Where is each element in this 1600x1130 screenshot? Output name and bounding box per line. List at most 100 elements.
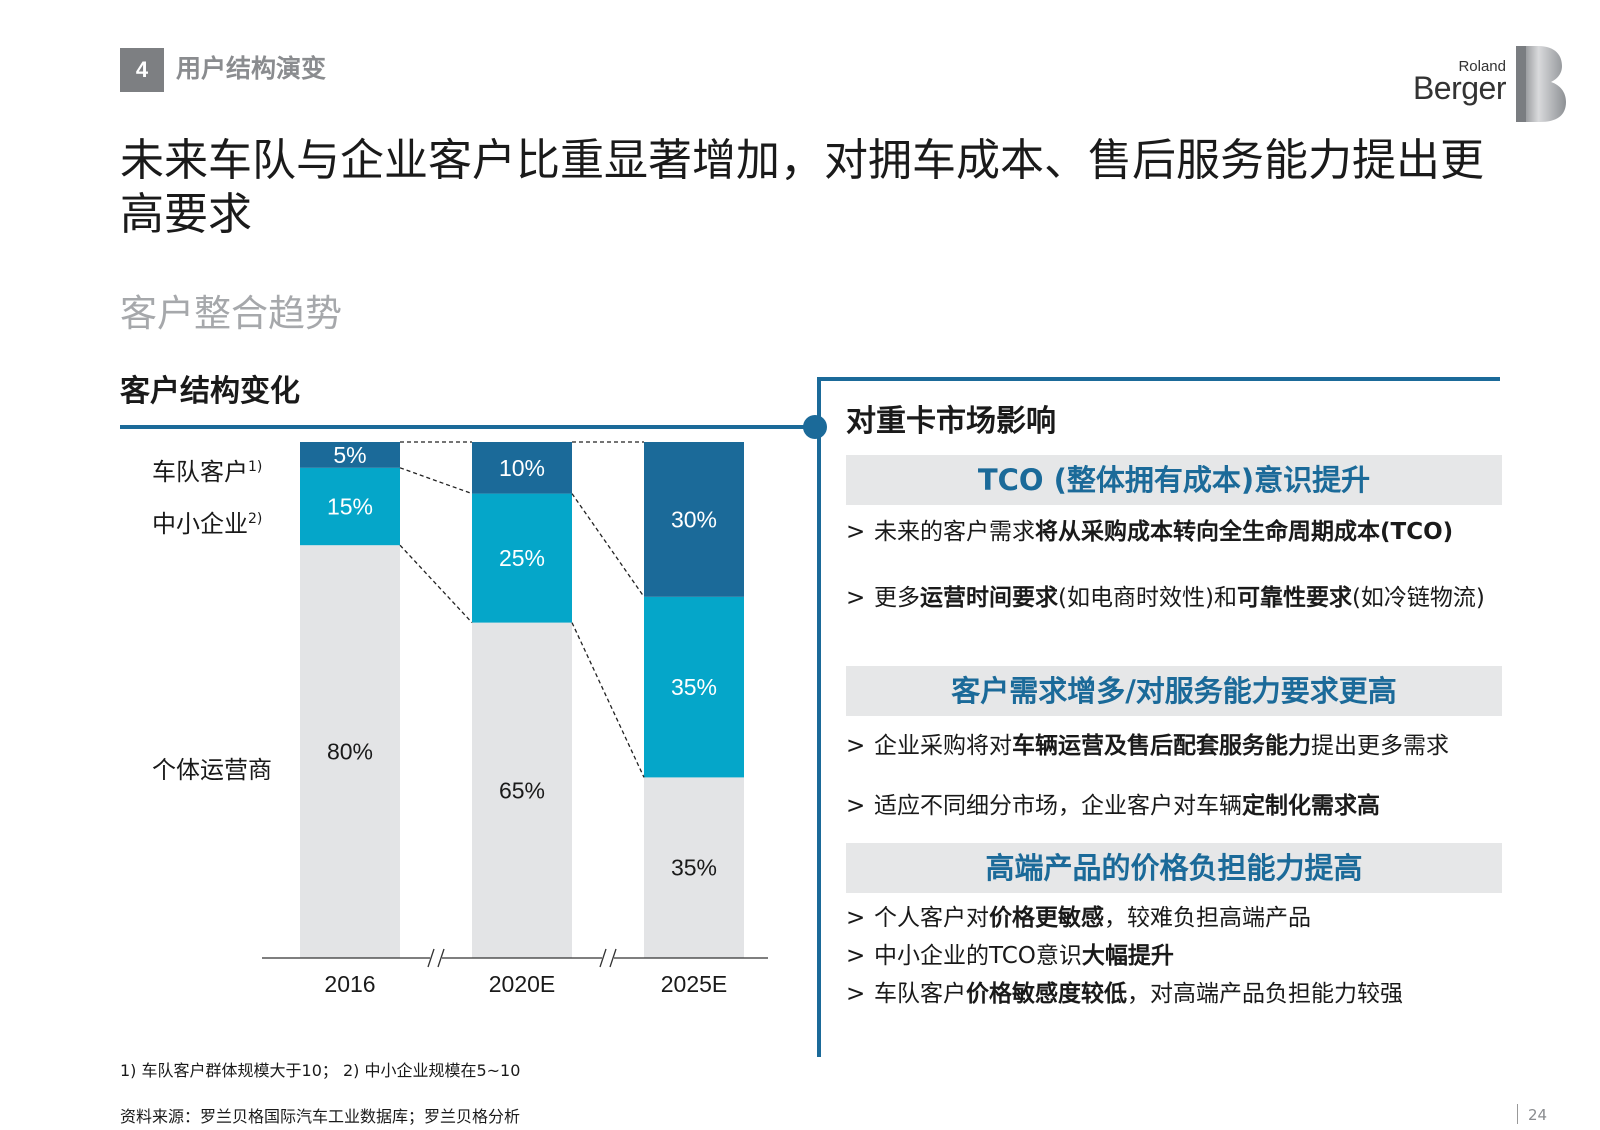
impact-heading-premium: 高端产品的价格负担能力提高 <box>846 843 1502 893</box>
bullet-text-run: (如电商时效性)和 <box>1058 585 1237 611</box>
right-panel-top-rule <box>817 377 1500 381</box>
bar-segment <box>472 493 572 623</box>
impact-heading-tco: TCO (整体拥有成本)意识提升 <box>846 455 1502 505</box>
bar-data-label: 35% <box>671 855 717 881</box>
bullet-premium-1: > 个人客户对价格更敏感，较难负担高端产品 <box>846 904 1501 932</box>
page-number: 24 <box>1528 1106 1548 1124</box>
section-number-badge: 4 <box>120 48 164 92</box>
row-label-individual: 个体运营商 <box>152 756 272 784</box>
row-label-fleet-footnote-mark: 1) <box>248 459 263 475</box>
bar-segment <box>644 596 744 778</box>
bar-data-label: 30% <box>671 506 717 532</box>
page-title: 未来车队与企业客户比重显著增加，对拥车成本、售后服务能力提出更高要求 <box>120 135 1484 240</box>
bullet-text-run: 企业采购将对 <box>874 733 1012 759</box>
bar-segment <box>472 442 572 494</box>
bar-segment <box>300 442 400 468</box>
bullet-marker: > <box>846 519 866 545</box>
bullet-text-bold-run: 定制化需求高 <box>1242 793 1380 819</box>
connector-dot <box>803 415 827 439</box>
impact-heading-service: 客户需求增多/对服务能力要求更高 <box>846 666 1502 716</box>
page-subheading: 客户整合趋势 <box>120 292 342 335</box>
bar-connector-line <box>571 493 645 598</box>
bullet-text-run: ，对高端产品负担能力较强 <box>1127 981 1403 1007</box>
bullet-marker: > <box>846 981 866 1007</box>
bullet-text: 适应不同细分市场，企业客户对车辆定制化需求高 <box>874 792 1501 820</box>
bullet-text-run: ，较难负担高端产品 <box>1104 905 1311 931</box>
bar-data-label: 15% <box>327 494 373 520</box>
bullet-text: 个人客户对价格更敏感，较难负担高端产品 <box>874 904 1501 932</box>
right-section-heading: 对重卡市场影响 <box>846 404 1056 439</box>
bullet-marker: > <box>846 585 866 611</box>
bullet-service-2: > 适应不同细分市场，企业客户对车辆定制化需求高 <box>846 792 1501 820</box>
bar-segment <box>300 467 400 546</box>
bullet-text-bold-run: 车辆运营及售后配套服务能力 <box>1012 733 1311 759</box>
bar-data-label: 35% <box>671 674 717 700</box>
bullet-tco-1: > 未来的客户需求将从采购成本转向全生命周期成本(TCO) <box>846 518 1501 546</box>
bullet-text: 企业采购将对车辆运营及售后配套服务能力提出更多需求 <box>874 732 1501 760</box>
bar-segment <box>472 622 572 958</box>
bar-data-label: 25% <box>499 545 545 571</box>
bullet-text-run: 中小企业的TCO意识 <box>874 943 1082 969</box>
roland-berger-logo: Roland Berger <box>1408 44 1568 124</box>
row-label-sme-text: 中小企业 <box>152 510 248 538</box>
bullet-marker: > <box>846 943 866 969</box>
bullet-premium-3: > 车队客户价格敏感度较低，对高端产品负担能力较强 <box>846 980 1501 1008</box>
row-label-fleet-text: 车队客户 <box>152 458 248 486</box>
row-label-fleet: 车队客户1) <box>152 452 262 487</box>
bullet-tco-2: > 更多运营时间要求(如电商时效性)和可靠性要求(如冷链物流) <box>846 584 1501 612</box>
bullet-service-1: > 企业采购将对车辆运营及售后配套服务能力提出更多需求 <box>846 732 1501 760</box>
axis-break-gap <box>602 948 614 968</box>
bar-segment <box>644 442 744 597</box>
bullet-text: 更多运营时间要求(如电商时效性)和可靠性要求(如冷链物流) <box>874 584 1501 612</box>
bullet-text-bold-run: 价格敏感度较低 <box>966 981 1127 1007</box>
bullet-text-bold-run: 可靠性要求 <box>1236 585 1352 611</box>
bullet-text-run: 车队客户 <box>874 981 966 1007</box>
bar-connector-line <box>399 467 473 495</box>
row-label-sme: 中小企业2) <box>152 504 262 539</box>
bar-segment <box>300 545 400 958</box>
bullet-text-run: 个人客户对 <box>874 905 989 931</box>
x-tick-label: 2020E <box>489 971 556 997</box>
bullet-text: 未来的客户需求将从采购成本转向全生命周期成本(TCO) <box>874 518 1501 546</box>
bullet-text-run: 更多 <box>874 585 920 611</box>
axis-break-mark <box>427 948 435 968</box>
customer-structure-chart: 80% 15% 5% 2016 65% 25% 10% 2020E 35% 35% 30% 2025E <box>262 441 768 997</box>
logo-b-mark-icon <box>1516 46 1566 122</box>
bullet-text: 车队客户价格敏感度较低，对高端产品负担能力较强 <box>874 980 1501 1008</box>
bullet-marker: > <box>846 793 866 819</box>
bullet-text-run: 未来的客户需求 <box>874 519 1035 545</box>
bar-connector-line <box>399 544 473 624</box>
bullet-text-bold-run: 运营时间要求 <box>920 585 1058 611</box>
bullet-text-run: 提出更多需求 <box>1311 733 1449 759</box>
bar-data-label: 10% <box>499 455 545 481</box>
bar-data-label: 5% <box>333 442 366 468</box>
axis-break-gap <box>430 948 442 968</box>
footnote: 1) 车队客户群体规模大于10； 2) 中小企业规模在5~10 <box>120 1061 521 1080</box>
left-section-heading: 客户结构变化 <box>120 374 300 409</box>
bullet-text-bold-run: 大幅提升 <box>1081 943 1174 969</box>
bullet-text: 中小企业的TCO意识大幅提升 <box>874 942 1501 970</box>
bullet-text-run: 适应不同细分市场，企业客户对车辆 <box>874 793 1242 819</box>
bullet-text-run: (如冷链物流) <box>1351 585 1485 611</box>
section-title: 用户结构演变 <box>176 54 327 83</box>
x-tick-label: 2025E <box>661 971 728 997</box>
bullet-marker: > <box>846 733 866 759</box>
bar-segment <box>644 777 744 958</box>
logo-text-roland: Roland <box>1458 58 1506 75</box>
logo-text-berger: Berger <box>1412 70 1507 106</box>
x-tick-label: 2016 <box>324 971 375 997</box>
axis-break-mark <box>609 948 617 968</box>
bullet-marker: > <box>846 905 866 931</box>
row-label-sme-footnote-mark: 2) <box>248 511 263 527</box>
bar-data-label: 80% <box>327 739 373 765</box>
bullet-text-bold-run: 将从采购成本转向全生命周期成本(TCO) <box>1035 519 1454 545</box>
left-heading-rule <box>120 425 810 429</box>
page-number-separator <box>1517 1104 1518 1124</box>
bar-connector-line <box>571 622 645 778</box>
bullet-premium-2: > 中小企业的TCO意识大幅提升 <box>846 942 1501 970</box>
axis-break-mark <box>599 948 607 968</box>
source-note: 资料来源：罗兰贝格国际汽车工业数据库；罗兰贝格分析 <box>120 1107 521 1126</box>
right-panel-vertical-rule <box>817 377 821 1057</box>
bullet-text-bold-run: 价格更敏感 <box>989 905 1104 931</box>
axis-break-mark <box>437 948 445 968</box>
